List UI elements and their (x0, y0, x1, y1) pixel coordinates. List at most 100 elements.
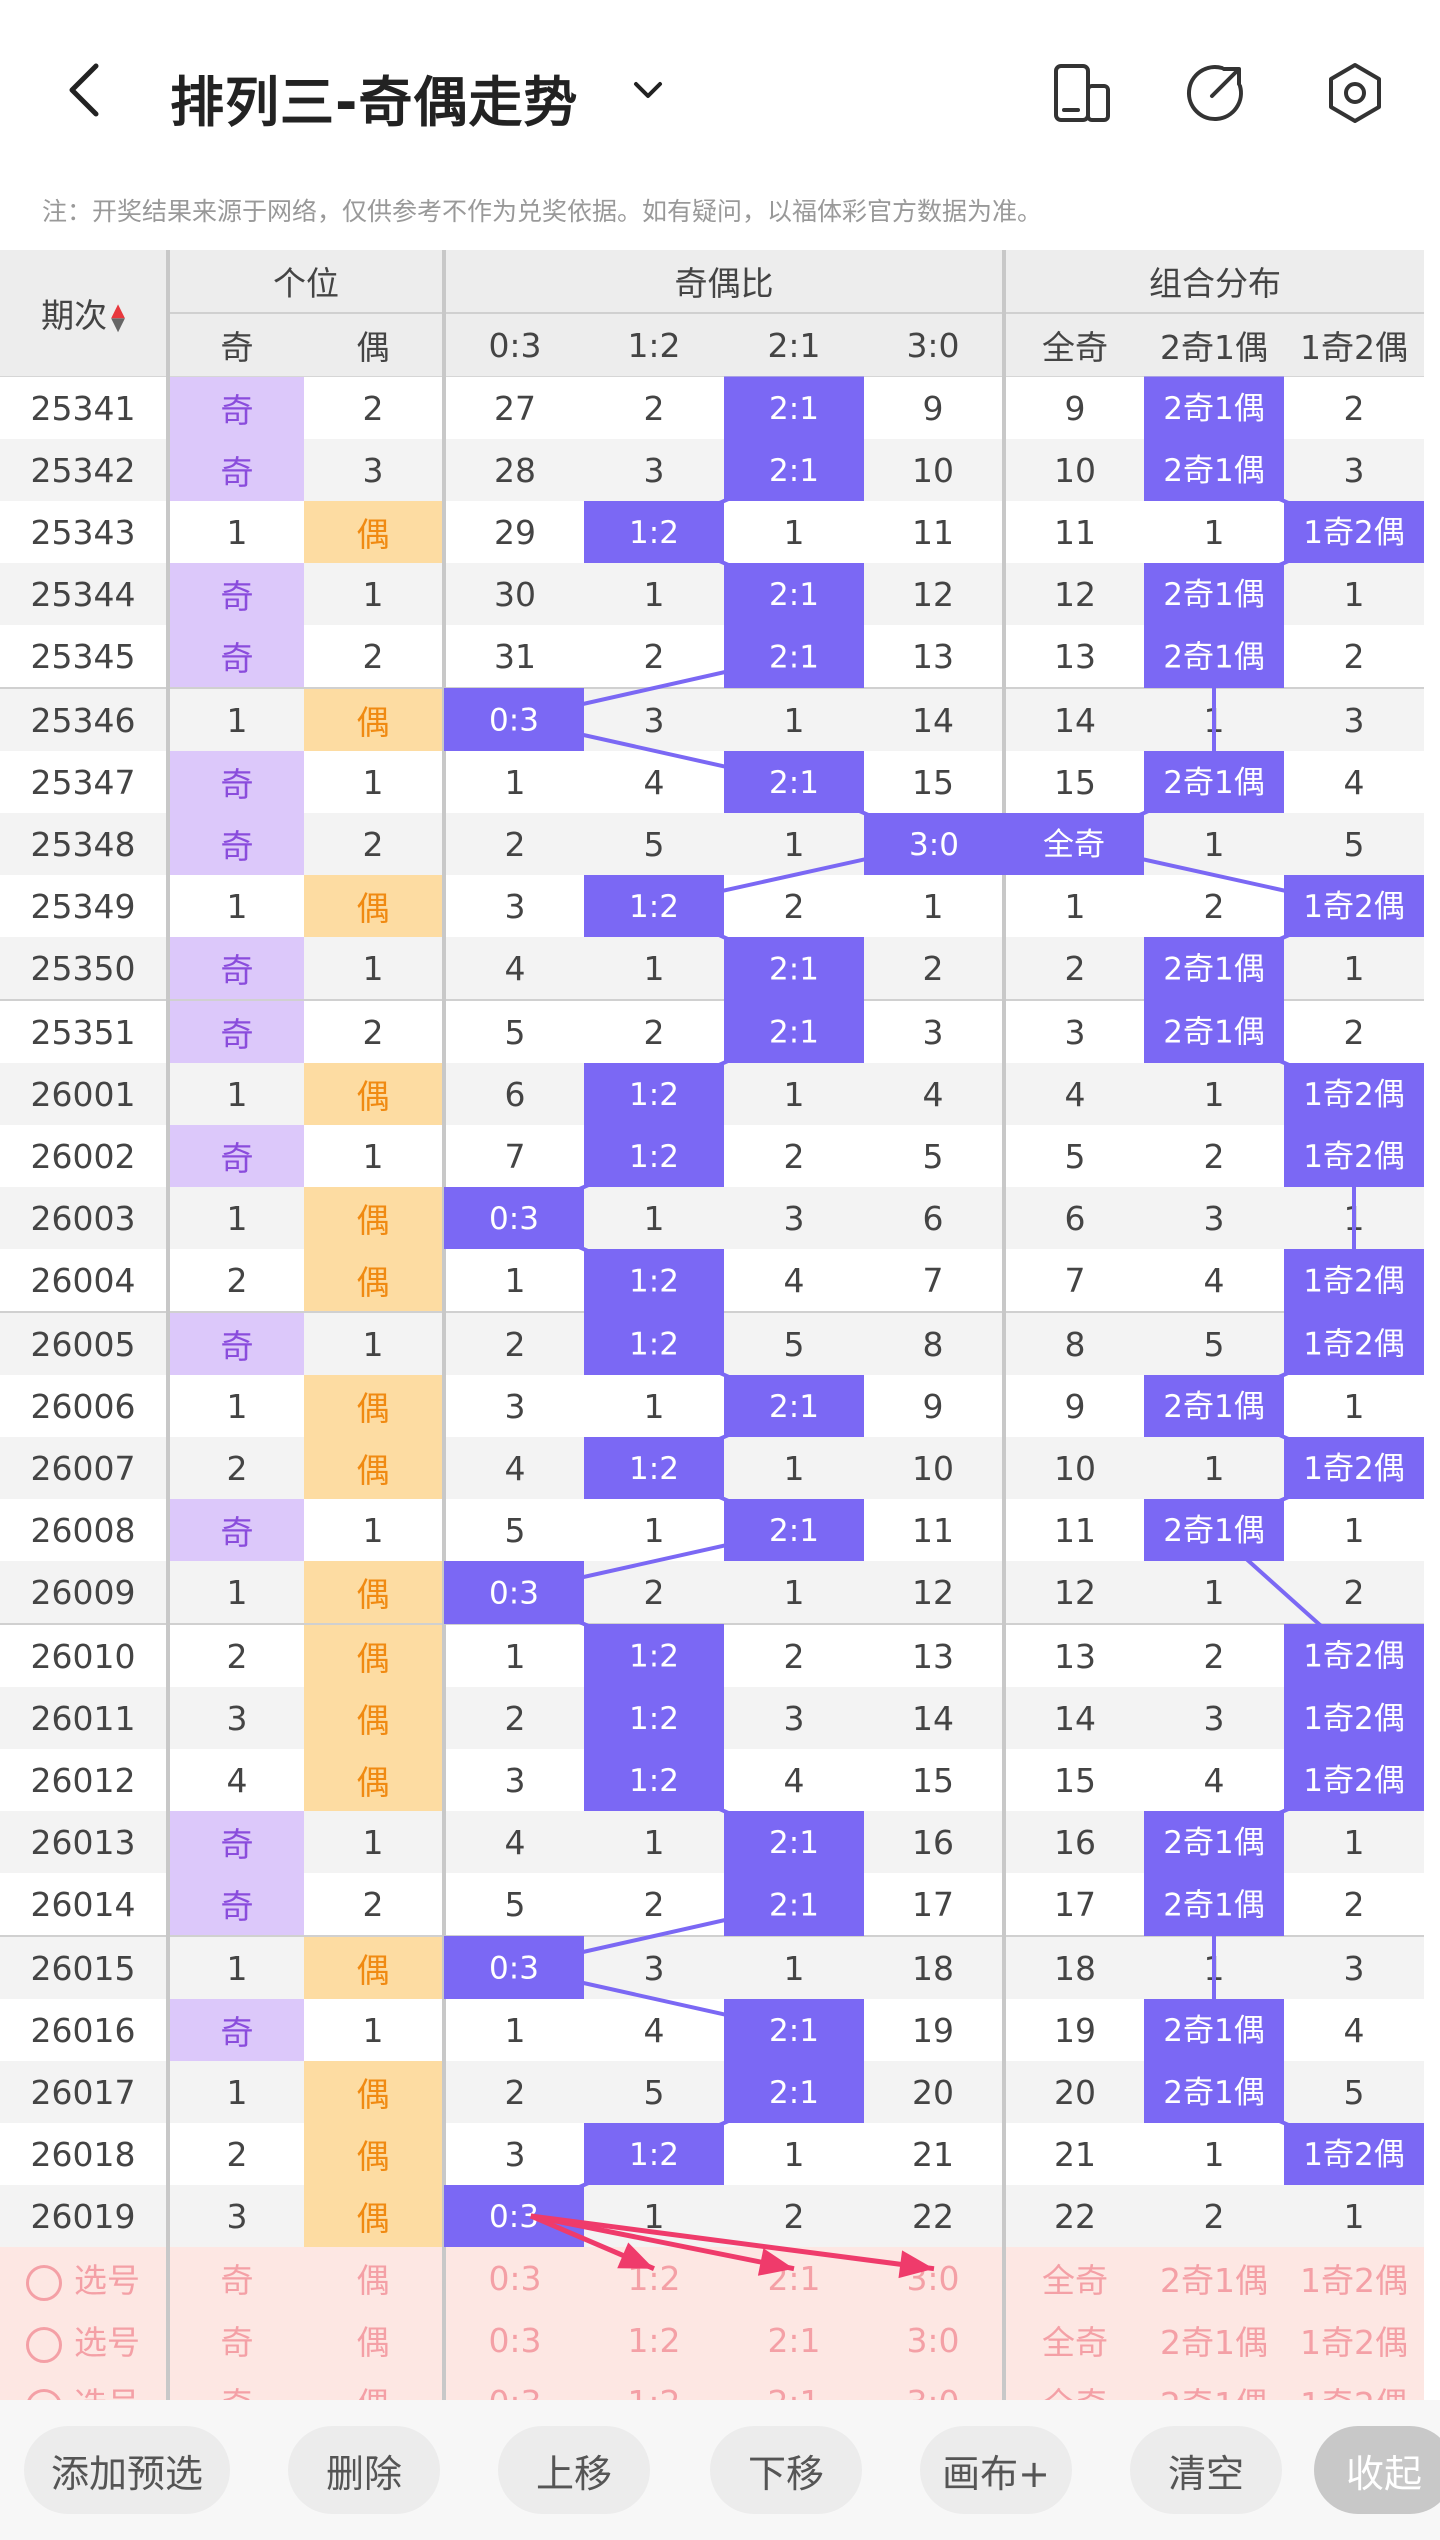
table-cell: 1:2 (584, 1749, 724, 1811)
pick-option[interactable]: 偶 (304, 2309, 444, 2371)
back-arrow-icon[interactable] (58, 60, 118, 120)
table-cell: 5 (442, 1499, 584, 1561)
issue-number: 26008 (0, 1499, 170, 1561)
issue-number: 26017 (0, 2061, 170, 2123)
table-cell: 1 (442, 1999, 584, 2061)
collapse-button[interactable]: 收起 (1314, 2426, 1440, 2514)
table-cell: 奇 (168, 1873, 304, 1936)
pick-option[interactable]: 奇 (168, 2309, 304, 2371)
table-cell: 5 (442, 999, 584, 1063)
table-cell: 2 (168, 1437, 304, 1499)
pick-option[interactable]: 0:3 (442, 2309, 584, 2371)
settings-icon[interactable] (1322, 60, 1388, 126)
pick-option[interactable]: 全奇 (1002, 2309, 1144, 2371)
table-row: 26012 4 偶 3 1:2 4 15 15 4 1奇2偶 (0, 1749, 1424, 1811)
pick-option[interactable]: 奇 (168, 2247, 304, 2309)
table-cell: 奇 (168, 1311, 304, 1375)
radio-icon[interactable] (26, 2264, 62, 2301)
move-up-button[interactable]: 上移 (498, 2426, 650, 2514)
pick-option[interactable]: 1奇2偶 (1284, 2247, 1424, 2309)
pick-option[interactable]: 1:2 (584, 2247, 724, 2309)
table-cell: 2奇1偶 (1144, 1873, 1284, 1936)
table-cell: 28 (442, 439, 584, 501)
table-cell: 5 (1144, 1311, 1284, 1375)
table-cell: 15 (912, 1760, 954, 1800)
table-cell: 4 (643, 762, 665, 802)
table-row: 25350 奇 1 4 1 2:1 2 2 2奇1偶 1 (0, 937, 1424, 1000)
delete-button[interactable]: 删除 (288, 2426, 440, 2514)
table-cell: 1 (304, 1311, 444, 1375)
table-cell: 2奇1偶 (1144, 751, 1284, 813)
table-row: 25341 奇 2 27 2 2:1 9 9 2奇1偶 2 (0, 376, 1424, 439)
issue-number: 26004 (0, 1249, 170, 1312)
table-cell: 2:1 (724, 625, 864, 688)
table-cell: 5 (584, 2061, 724, 2123)
pick-option[interactable]: 2奇1偶 (1144, 2309, 1284, 2371)
table-cell: 2 (362, 1884, 384, 1924)
group-header: 组合分布 (1002, 250, 1424, 314)
issue-header[interactable]: 期次 ▲ ▼ (0, 250, 170, 377)
pick-option[interactable]: 偶 (304, 2247, 444, 2309)
table-cell: 2 (226, 1260, 248, 1300)
page-title[interactable]: 排列三-奇偶走势 (170, 71, 579, 134)
canvas-add-button[interactable]: 画布+ (920, 2426, 1072, 2514)
pick-option[interactable]: 3:0 (864, 2309, 1004, 2371)
table-cell: 1奇2偶 (1284, 2123, 1424, 2185)
pick-option[interactable]: 0:3 (442, 2247, 584, 2309)
table-cell: 1 (584, 563, 724, 625)
table-cell: 2 (1343, 1884, 1365, 1924)
table-cell: 偶 (304, 1935, 444, 1999)
chevron-down-icon[interactable] (628, 70, 668, 110)
table-cell: 6 (864, 1187, 1004, 1249)
table-cell: 0:3 (442, 1187, 584, 1249)
table-cell: 21 (1002, 2123, 1144, 2185)
table-cell: 2:1 (724, 1499, 864, 1561)
table-row: 26005 奇 1 2 1:2 5 8 8 5 1奇2偶 (0, 1311, 1424, 1375)
pick-select[interactable]: 选号 (0, 2309, 170, 2371)
share-icon[interactable] (1182, 60, 1248, 126)
pick-option[interactable]: 3:0 (864, 2247, 1004, 2309)
table-cell: 2:1 (724, 1811, 864, 1873)
move-down-button[interactable]: 下移 (710, 2426, 862, 2514)
table-row: 26003 1 偶 0:3 1 3 6 6 3 1 (0, 1187, 1424, 1249)
table-cell: 4 (1203, 1260, 1225, 1300)
column-header: 全奇 (1002, 313, 1144, 377)
table-row: 26011 3 偶 2 1:2 3 14 14 3 1奇2偶 (0, 1687, 1424, 1749)
pick-option[interactable]: 全奇 (1002, 2247, 1144, 2309)
table-cell: 2奇1偶 (1144, 1811, 1284, 1873)
pick-label: 选号 (74, 2323, 140, 2362)
add-preselect-button[interactable]: 添加预选 (24, 2426, 230, 2514)
pick-select[interactable]: 选号 (0, 2247, 170, 2309)
pick-option[interactable]: 2奇1偶 (1144, 2247, 1284, 2309)
table-cell: 1奇2偶 (1284, 1311, 1424, 1375)
table-cell: 2 (442, 1687, 584, 1749)
table-cell: 1:2 (584, 1687, 724, 1749)
table-cell: 1奇2偶 (1284, 875, 1424, 937)
layout-toggle-icon[interactable] (1048, 60, 1114, 126)
pick-option[interactable]: 1:2 (584, 2309, 724, 2371)
sort-icon[interactable]: ▲ ▼ (111, 299, 125, 335)
pick-option[interactable]: 2:1 (724, 2309, 864, 2371)
table-cell: 1 (362, 1510, 384, 1550)
table-cell: 4 (442, 1811, 584, 1873)
table-cell: 2 (1144, 1623, 1284, 1687)
column-header: 2奇1偶 (1144, 313, 1284, 377)
group-header: 奇偶比 (442, 250, 1004, 314)
pick-option[interactable]: 2:1 (724, 2247, 864, 2309)
table-cell: 偶 (304, 1249, 444, 1312)
table-cell: 4 (783, 1260, 805, 1300)
table-cell: 1 (1284, 563, 1424, 625)
pick-option[interactable]: 1奇2偶 (1284, 2309, 1424, 2371)
table-cell: 1 (724, 1063, 864, 1125)
table-cell: 3 (1284, 439, 1424, 501)
radio-icon[interactable] (26, 2326, 62, 2363)
table-cell: 0:3 (442, 687, 584, 751)
table-cell: 3 (1002, 999, 1144, 1063)
issue-number: 26013 (0, 1811, 170, 1873)
clear-button[interactable]: 清空 (1130, 2426, 1282, 2514)
table-row: 26001 1 偶 6 1:2 1 4 4 1 1奇2偶 (0, 1063, 1424, 1125)
table-row: 25345 奇 2 31 2 2:1 13 13 2奇1偶 2 (0, 625, 1424, 688)
table-cell: 4 (442, 1437, 584, 1499)
